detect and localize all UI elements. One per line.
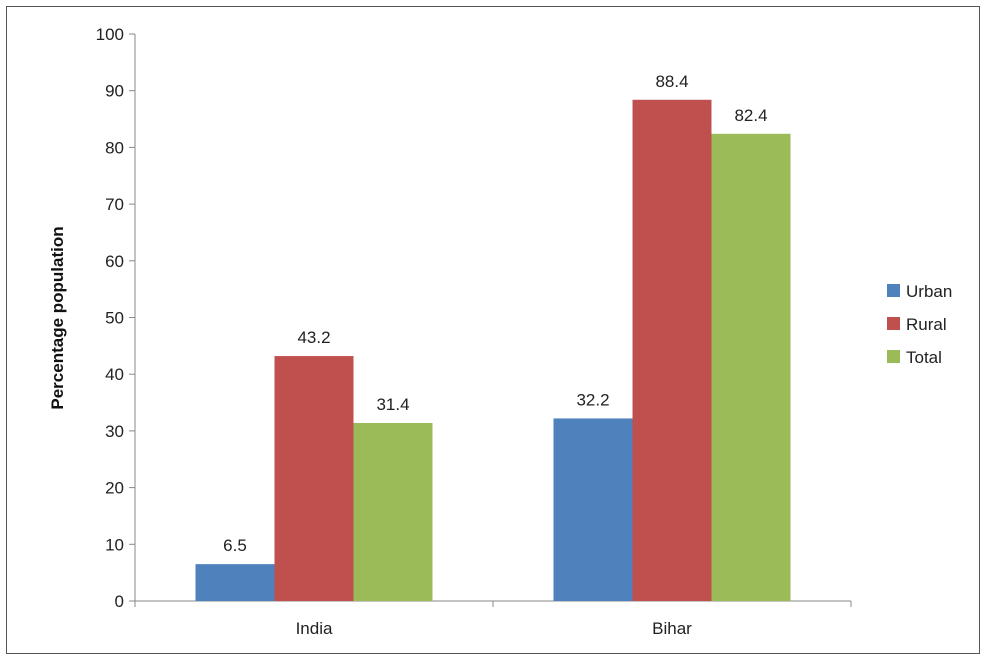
y-axis-title: Percentage population bbox=[48, 226, 67, 409]
legend-swatch-urban bbox=[887, 284, 900, 297]
bar-urban-india bbox=[195, 564, 275, 601]
data-label: 88.4 bbox=[655, 72, 688, 91]
data-labels: 6.5 43.2 31.4 32.2 88.4 82.4 bbox=[223, 72, 767, 555]
legend: Urban Rural Total bbox=[887, 282, 952, 367]
y-tick-label: 100 bbox=[96, 25, 124, 44]
data-label: 32.2 bbox=[576, 390, 609, 409]
y-axis: 0 10 20 30 40 50 60 70 80 90 100 bbox=[96, 25, 136, 611]
legend-swatch-total bbox=[887, 350, 900, 363]
y-tick-label: 0 bbox=[115, 592, 124, 611]
y-tick-label: 40 bbox=[105, 365, 124, 384]
bar-rural-bihar bbox=[632, 99, 712, 601]
data-label: 6.5 bbox=[223, 536, 247, 555]
bar-total-bihar bbox=[711, 133, 791, 602]
x-tick-label: Bihar bbox=[652, 619, 692, 638]
y-tick-label: 30 bbox=[105, 422, 124, 441]
data-label: 82.4 bbox=[734, 106, 767, 125]
y-tick-label: 70 bbox=[105, 195, 124, 214]
data-label: 43.2 bbox=[297, 328, 330, 347]
legend-swatch-rural bbox=[887, 317, 900, 330]
data-label: 31.4 bbox=[376, 395, 409, 414]
y-tick-label: 60 bbox=[105, 252, 124, 271]
legend-label-total: Total bbox=[906, 348, 942, 367]
chart-frame bbox=[6, 6, 980, 654]
legend-label-urban: Urban bbox=[906, 282, 952, 301]
legend-label-rural: Rural bbox=[906, 315, 947, 334]
bar-urban-bihar bbox=[553, 418, 633, 601]
y-tick-label: 20 bbox=[105, 479, 124, 498]
y-tick-label: 80 bbox=[105, 138, 124, 157]
bar-total-india bbox=[353, 422, 433, 601]
bar-rural-india bbox=[274, 356, 354, 601]
y-tick-label: 10 bbox=[105, 535, 124, 554]
y-tick-label: 90 bbox=[105, 82, 124, 101]
x-tick-label: India bbox=[296, 619, 333, 638]
y-tick-label: 50 bbox=[105, 309, 124, 328]
bars bbox=[195, 99, 791, 602]
x-axis: India Bihar bbox=[134, 600, 852, 638]
